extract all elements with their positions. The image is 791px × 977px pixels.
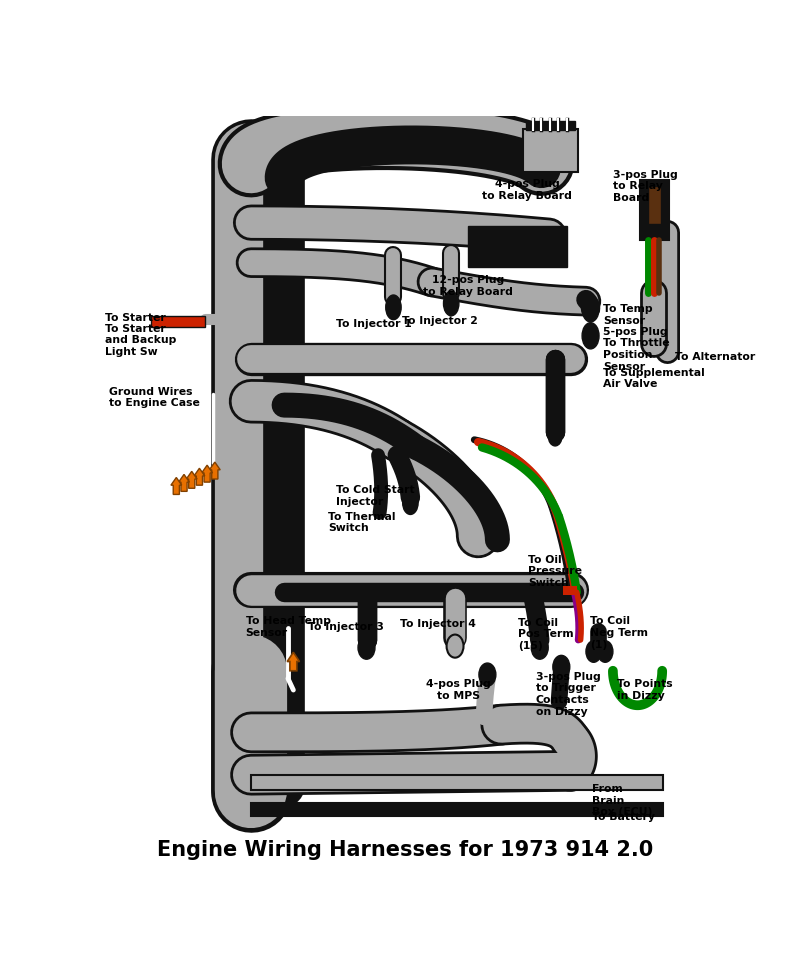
Bar [151, 317, 205, 327]
Text: To Thermal
Switch: To Thermal Switch [328, 511, 396, 532]
Text: To Starter: To Starter [104, 313, 165, 322]
Ellipse shape [548, 427, 562, 446]
FancyArrow shape [194, 469, 205, 486]
Bar [468, 228, 566, 268]
Ellipse shape [553, 656, 570, 679]
Text: To Oil
Pressure
Switch: To Oil Pressure Switch [528, 554, 582, 587]
Text: To Head Temp
Sensor: To Head Temp Sensor [246, 616, 331, 637]
Ellipse shape [597, 641, 613, 662]
Ellipse shape [532, 636, 548, 659]
Text: 12-pos Plug
to Relay Board: 12-pos Plug to Relay Board [423, 275, 513, 296]
Ellipse shape [444, 292, 459, 317]
Text: To Supplemental
Air Valve: To Supplemental Air Valve [603, 367, 705, 389]
Bar [563, 586, 577, 596]
Text: 4-pos Plug
to MPS: 4-pos Plug to MPS [426, 679, 490, 701]
Ellipse shape [386, 296, 401, 320]
Text: To Coil
Neg Term
(1): To Coil Neg Term (1) [590, 616, 648, 649]
Text: To Injector 1: To Injector 1 [336, 319, 412, 329]
Text: To Alternator: To Alternator [675, 352, 755, 361]
Bar [648, 187, 661, 225]
Text: To Battery: To Battery [592, 811, 655, 821]
Bar [526, 122, 575, 131]
Text: To Starter
and Backup
Light Sw: To Starter and Backup Light Sw [104, 323, 176, 357]
Text: From
Brain
Box (ECU): From Brain Box (ECU) [592, 784, 653, 817]
FancyArrow shape [202, 466, 213, 483]
Text: To Injector 3: To Injector 3 [308, 621, 384, 632]
FancyArrow shape [210, 463, 220, 480]
FancyArrow shape [179, 475, 189, 491]
Text: To Injector 2: To Injector 2 [402, 316, 478, 325]
FancyArrow shape [287, 653, 300, 671]
Ellipse shape [586, 641, 601, 662]
Text: To Cold Start
Injector: To Cold Start Injector [335, 485, 414, 506]
Bar [523, 130, 578, 173]
FancyArrow shape [187, 472, 197, 488]
Text: Engine Wiring Harnesses for 1973 914 2.0: Engine Wiring Harnesses for 1973 914 2.0 [157, 839, 653, 860]
Ellipse shape [582, 296, 599, 322]
FancyArrow shape [171, 478, 182, 495]
Text: To Points
in Dizzy: To Points in Dizzy [617, 679, 672, 701]
Bar [640, 181, 669, 240]
Text: 4-pos Plug
to Relay Board: 4-pos Plug to Relay Board [483, 179, 573, 200]
Text: 3-pos Plug
to Relay
Board: 3-pos Plug to Relay Board [613, 170, 678, 202]
Text: To Injector 4: To Injector 4 [400, 618, 476, 629]
Text: 5-pos Plug
To Throttle
Position
Sensor: 5-pos Plug To Throttle Position Sensor [603, 326, 669, 371]
Bar [251, 803, 663, 816]
Ellipse shape [479, 663, 496, 687]
Ellipse shape [403, 491, 418, 515]
Text: 3-pos Plug
to Trigger
Contacts
on Dizzy: 3-pos Plug to Trigger Contacts on Dizzy [536, 671, 600, 716]
Ellipse shape [582, 323, 599, 350]
Ellipse shape [358, 636, 375, 659]
Ellipse shape [447, 635, 464, 658]
Text: To Coil
Pos Term
(15): To Coil Pos Term (15) [518, 617, 573, 651]
Text: To Temp
Sensor: To Temp Sensor [603, 304, 653, 325]
Bar [251, 775, 663, 790]
Text: Ground Wires
to Engine Case: Ground Wires to Engine Case [108, 387, 199, 408]
